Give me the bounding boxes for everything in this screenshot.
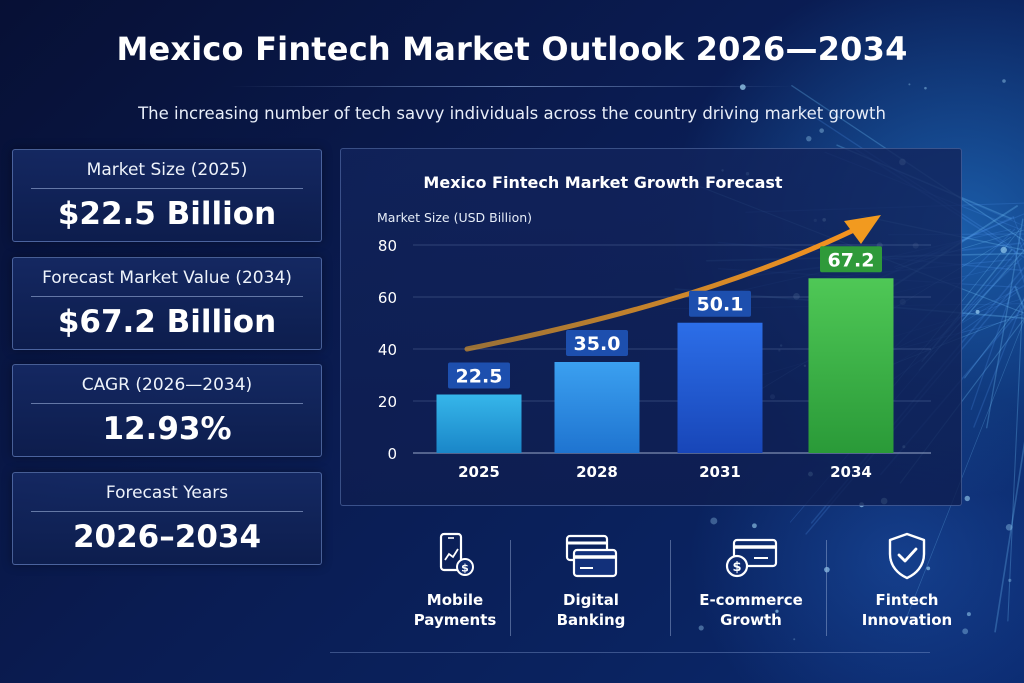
stat-card-forecast-value: Forecast Market Value (2034) $67.2 Billi…	[12, 257, 322, 350]
feature-divider	[510, 540, 511, 636]
stat-card-market-size: Market Size (2025) $22.5 Billion	[12, 149, 322, 242]
y-axis-label: Market Size (USD Billion)	[377, 210, 532, 225]
feature-label-line1: Fintech	[875, 591, 939, 609]
fiber-line	[1007, 308, 1023, 622]
feature-label-line1: Digital	[563, 591, 619, 609]
feature-label-line1: E-commerce	[699, 591, 803, 609]
x-tick-label: 2031	[699, 463, 741, 481]
feature-ecommerce-growth: $ E-commerce Growth	[676, 530, 826, 640]
stat-divider	[31, 403, 303, 404]
feature-label-line2: Growth	[720, 611, 782, 629]
trend-arrow	[464, 226, 859, 352]
stat-value: $67.2 Billion	[57, 304, 277, 340]
y-tick-label: 20	[378, 393, 397, 411]
light-speck	[924, 86, 927, 90]
x-tick-label: 2028	[576, 463, 618, 481]
bar-2025	[436, 394, 522, 453]
x-tick-label: 2034	[830, 463, 872, 481]
light-speck	[752, 523, 757, 529]
bottom-divider	[330, 652, 930, 653]
stat-label: Forecast Years	[105, 483, 229, 503]
light-speck	[1002, 79, 1006, 83]
stat-card-cagr: CAGR (2026—2034) 12.93%	[12, 364, 322, 457]
stat-value: 2026–2034	[72, 519, 262, 555]
stat-divider	[31, 511, 303, 512]
feature-label-line2: Payments	[413, 611, 497, 629]
chart-title: Mexico Fintech Market Growth Forecast	[423, 173, 782, 192]
light-speck	[1000, 246, 1007, 254]
stat-label: CAGR (2026—2034)	[81, 375, 253, 395]
feature-fintech-innovation: Fintech Innovation	[832, 530, 982, 640]
ecommerce-card-icon: $	[725, 538, 778, 578]
feature-label-line1: Mobile	[426, 591, 484, 609]
data-label-2028: 35.0	[574, 333, 621, 355]
light-speck	[806, 135, 812, 142]
mobile-payment-icon: $	[439, 532, 474, 576]
light-speck	[1005, 523, 1013, 531]
page-subtitle: The increasing number of tech savvy indi…	[138, 104, 886, 123]
light-speck	[739, 84, 746, 91]
stat-card-forecast-years: Forecast Years 2026–2034	[12, 472, 322, 565]
svg-text:$: $	[732, 560, 741, 575]
value-badge	[566, 330, 628, 356]
page-title: Mexico Fintech Market Outlook 2026—2034	[116, 30, 908, 68]
light-speck	[908, 83, 911, 86]
stat-divider	[31, 296, 303, 297]
stat-label: Market Size (2025)	[86, 160, 248, 180]
feature-mobile-payments: $ Mobile Payments	[380, 530, 530, 640]
light-speck	[964, 495, 970, 502]
feature-divider	[826, 540, 827, 636]
light-speck	[824, 566, 830, 573]
bar-2028	[554, 362, 640, 453]
stat-value: 12.93%	[102, 411, 232, 447]
light-speck	[698, 625, 704, 631]
digital-banking-icon	[565, 534, 618, 578]
y-tick-label: 60	[378, 289, 397, 307]
data-label-2025: 22.5	[456, 366, 503, 388]
light-speck	[819, 128, 824, 133]
x-tick-label: 2025	[458, 463, 500, 481]
data-label-2031: 50.1	[697, 294, 744, 316]
feature-divider	[670, 540, 671, 636]
light-speck	[710, 517, 718, 525]
trend-arrow-head	[844, 215, 881, 244]
light-speck	[975, 309, 980, 314]
value-badge	[820, 246, 882, 273]
y-tick-label: 0	[387, 445, 397, 463]
chart-panel: Mexico Fintech Market Growth Forecast Ma…	[340, 148, 962, 506]
light-speck	[775, 609, 779, 613]
light-speck	[966, 612, 971, 617]
shield-check-icon	[888, 532, 926, 580]
bar-2034	[808, 278, 894, 453]
value-badge	[689, 290, 751, 317]
y-tick-label: 40	[378, 341, 397, 359]
light-speck	[926, 566, 931, 571]
bar-chart: Mexico Fintech Market Growth Forecast Ma…	[377, 173, 931, 481]
svg-text:$: $	[461, 562, 469, 575]
fiber-line	[970, 288, 1014, 410]
feature-digital-banking: Digital Banking	[516, 530, 666, 640]
y-tick-label: 80	[378, 237, 397, 255]
fiber-line	[904, 319, 1024, 622]
feature-row: $ Mobile Payments Digital Banking $ E-comm…	[380, 530, 990, 640]
fiber-line	[986, 218, 1024, 429]
stat-label: Forecast Market Value (2034)	[42, 268, 292, 288]
bar-2031	[677, 322, 763, 453]
title-divider	[230, 86, 794, 87]
light-speck	[1008, 578, 1012, 582]
light-speck	[962, 628, 969, 635]
stat-value: $22.5 Billion	[57, 196, 277, 232]
stat-divider	[31, 188, 303, 189]
feature-label-line2: Banking	[556, 611, 626, 629]
value-badge	[448, 362, 510, 389]
light-speck	[793, 638, 796, 641]
fiber-line	[994, 441, 1024, 633]
data-label-2034: 67.2	[828, 249, 875, 271]
feature-label-line2: Innovation	[861, 611, 953, 629]
fiber-line	[973, 296, 1024, 428]
fiber-line	[964, 298, 1024, 379]
